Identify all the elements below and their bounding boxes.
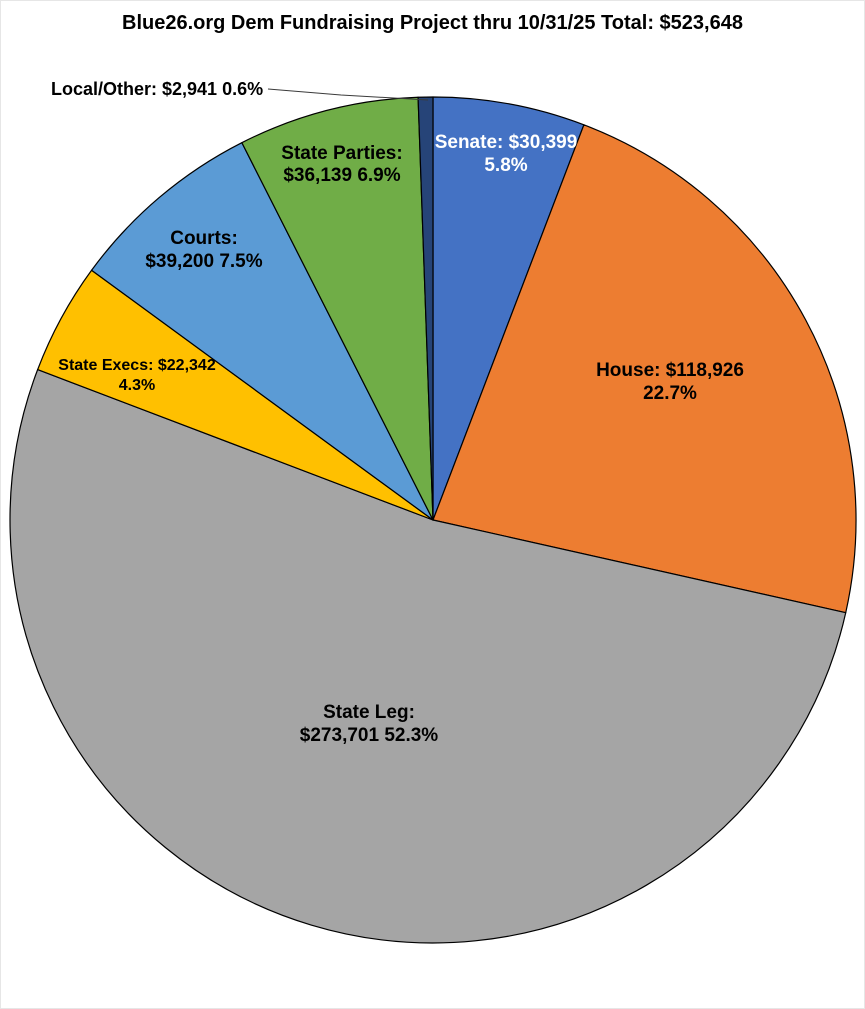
leader-line-local-other	[267, 88, 429, 101]
slice-label-state-parties-line2: $36,139 6.9%	[283, 165, 400, 186]
slice-label-senate-line1: Senate: $30,399	[435, 132, 578, 153]
slice-label-state-execs-line2: 4.3%	[119, 377, 155, 394]
chart-title: Blue26.org Dem Fundraising Project thru …	[122, 12, 743, 34]
pie-slice-senate	[432, 96, 585, 521]
slice-label-state-parties-line1: State Parties:	[281, 143, 402, 164]
slice-label-local-other: Local/Other: $2,941 0.6%	[51, 79, 263, 99]
pie-slice-state-leg	[9, 369, 847, 944]
slice-label-house-line2: 22.7%	[643, 383, 697, 404]
pie-slice-local-other	[417, 96, 434, 521]
slice-label-state-execs-line1: State Execs: $22,342	[58, 357, 216, 374]
slice-label-state-leg-line1: State Leg:	[323, 702, 415, 723]
slice-label-courts-line2: $39,200 7.5%	[145, 251, 262, 272]
slice-label-courts-line1: Courts:	[170, 228, 238, 249]
pie-slice-courts	[90, 142, 434, 521]
pie-slice-state-parties	[241, 96, 434, 521]
slice-label-senate-line2: 5.8%	[484, 155, 527, 176]
slice-label-state-leg-line2: $273,701 52.3%	[300, 725, 439, 746]
pie-slice-house	[432, 124, 857, 614]
slice-label-house-line1: House: $118,926	[596, 360, 744, 381]
